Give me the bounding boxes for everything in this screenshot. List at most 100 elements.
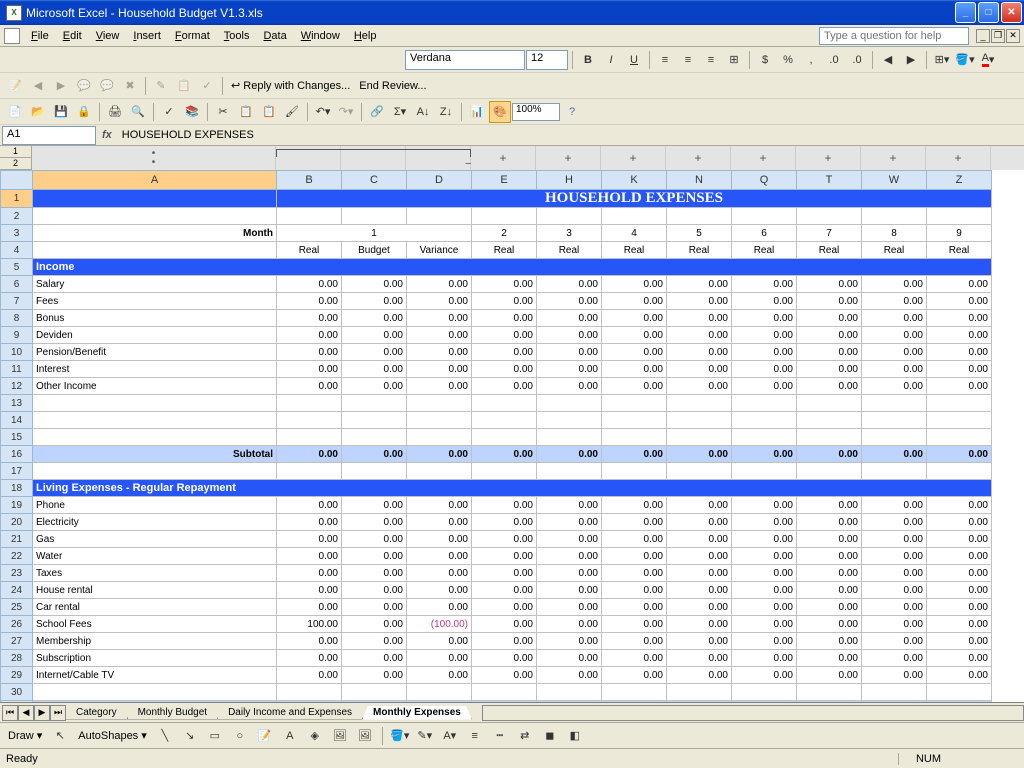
data-cell[interactable]: 100.00 (277, 701, 342, 703)
row-header-20[interactable]: 20 (1, 514, 33, 531)
outline-col-T[interactable]: + (796, 146, 861, 170)
cut-button[interactable]: ✂ (212, 101, 234, 123)
data-cell[interactable]: 0.00 (862, 548, 927, 565)
data-cell[interactable]: 0.00 (732, 327, 797, 344)
data-cell[interactable]: 0.00 (472, 701, 537, 703)
cell[interactable] (407, 208, 472, 225)
data-cell[interactable]: 0.00 (537, 633, 602, 650)
cell[interactable] (797, 395, 862, 412)
data-cell[interactable]: 0.00 (472, 497, 537, 514)
tab-nav-next[interactable]: ▶ (34, 705, 50, 721)
cell[interactable] (797, 429, 862, 446)
data-cell[interactable]: 0.00 (927, 378, 992, 395)
data-cell[interactable]: 0.00 (407, 293, 472, 310)
cell[interactable] (732, 463, 797, 480)
row-label[interactable]: Bonus (33, 310, 277, 327)
row-label[interactable]: Membership (33, 633, 277, 650)
column-header-W[interactable]: W (862, 171, 927, 190)
picture-button[interactable]: 🖼 (354, 725, 376, 747)
data-cell[interactable]: 0.00 (537, 514, 602, 531)
data-cell[interactable]: 0.00 (277, 650, 342, 667)
row-label[interactable]: Gas (33, 531, 277, 548)
cell[interactable] (407, 395, 472, 412)
sort-desc-button[interactable]: Z↓ (435, 101, 457, 123)
cell[interactable] (797, 412, 862, 429)
data-cell[interactable]: 0.00 (407, 446, 472, 463)
data-cell[interactable]: 0.00 (602, 701, 667, 703)
data-cell[interactable]: 0.00 (342, 565, 407, 582)
row-label[interactable]: Taxes (33, 565, 277, 582)
cell[interactable] (33, 463, 277, 480)
borders-button[interactable]: ⊞▾ (931, 49, 953, 71)
cell[interactable] (33, 395, 277, 412)
data-cell[interactable]: 0.00 (797, 582, 862, 599)
decrease-decimal-button[interactable]: .0 (846, 49, 868, 71)
row-label[interactable]: Salary (33, 276, 277, 293)
cell[interactable] (537, 395, 602, 412)
data-cell[interactable]: 0.00 (342, 667, 407, 684)
cell[interactable] (862, 412, 927, 429)
menu-data[interactable]: Data (256, 30, 293, 42)
row-header-17[interactable]: 17 (1, 463, 33, 480)
row-label[interactable]: Phone (33, 497, 277, 514)
data-cell[interactable]: 0.00 (602, 667, 667, 684)
cell[interactable] (277, 395, 342, 412)
data-cell[interactable]: 0.00 (862, 514, 927, 531)
data-cell[interactable]: 0.00 (472, 599, 537, 616)
horizontal-scrollbar[interactable] (482, 705, 1024, 721)
data-cell[interactable]: 0.00 (927, 667, 992, 684)
row-label[interactable]: Other Income (33, 378, 277, 395)
data-cell[interactable]: 0.00 (797, 599, 862, 616)
data-cell[interactable]: 0.00 (342, 344, 407, 361)
data-cell[interactable]: 0.00 (602, 361, 667, 378)
month-cell[interactable]: 7 (797, 225, 862, 242)
data-cell[interactable]: 0.00 (732, 616, 797, 633)
data-cell[interactable]: 0.00 (277, 514, 342, 531)
data-cell[interactable]: 0.00 (797, 701, 862, 703)
data-cell[interactable]: 0.00 (407, 531, 472, 548)
data-cell[interactable]: 0.00 (537, 616, 602, 633)
data-cell[interactable]: 0.00 (667, 650, 732, 667)
data-cell[interactable]: 0.00 (537, 650, 602, 667)
data-cell[interactable]: 0.00 (342, 446, 407, 463)
cell[interactable] (537, 208, 602, 225)
menu-file[interactable]: File (24, 30, 56, 42)
data-cell[interactable]: 0.00 (602, 582, 667, 599)
data-cell[interactable]: 0.00 (472, 310, 537, 327)
font-color-button[interactable]: A▾ (977, 49, 999, 71)
name-box[interactable]: A1 (2, 126, 96, 145)
row-header-11[interactable]: 11 (1, 361, 33, 378)
data-cell[interactable]: 0.00 (342, 310, 407, 327)
data-cell[interactable]: 0.00 (862, 310, 927, 327)
data-cell[interactable]: 0.00 (797, 616, 862, 633)
data-cell[interactable]: 0.00 (797, 667, 862, 684)
data-cell[interactable]: 0.00 (602, 293, 667, 310)
column-header-E[interactable]: E (472, 171, 537, 190)
data-cell[interactable]: 0.00 (927, 701, 992, 703)
cell[interactable] (602, 684, 667, 701)
cell[interactable] (667, 684, 732, 701)
row-header-27[interactable]: 27 (1, 633, 33, 650)
cell[interactable] (927, 463, 992, 480)
data-cell[interactable]: 0.00 (277, 633, 342, 650)
data-cell[interactable]: 0.00 (927, 310, 992, 327)
data-cell[interactable]: 0.00 (732, 548, 797, 565)
data-cell[interactable]: 0.00 (732, 514, 797, 531)
cell[interactable] (797, 463, 862, 480)
month-cell[interactable]: 5 (667, 225, 732, 242)
data-cell[interactable]: 0.00 (472, 667, 537, 684)
outline-col-N[interactable]: + (666, 146, 731, 170)
data-cell[interactable]: 0.00 (732, 599, 797, 616)
data-cell[interactable]: 0.00 (277, 667, 342, 684)
data-cell[interactable]: 0.00 (602, 497, 667, 514)
data-cell[interactable]: 0.00 (537, 565, 602, 582)
ink-button[interactable]: ✎ (150, 75, 172, 97)
cell[interactable] (33, 242, 277, 259)
row-header-14[interactable]: 14 (1, 412, 33, 429)
data-cell[interactable]: 0.00 (862, 582, 927, 599)
row-label[interactable]: Pension/Benefit (33, 344, 277, 361)
row-header-5[interactable]: 5 (1, 259, 33, 276)
month-label[interactable]: Month (33, 225, 277, 242)
data-cell[interactable]: 0.00 (862, 497, 927, 514)
data-cell[interactable]: 0.00 (732, 582, 797, 599)
